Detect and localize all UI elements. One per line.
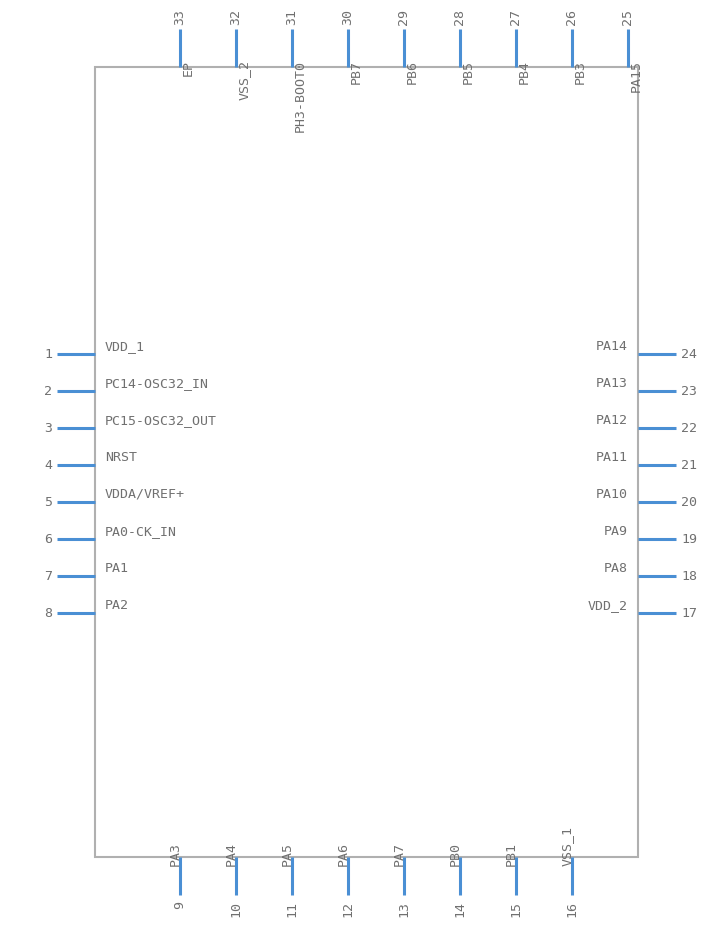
Text: 11: 11 [285, 900, 298, 916]
Text: 30: 30 [341, 9, 355, 25]
Text: PA2: PA2 [105, 598, 129, 611]
Text: 5: 5 [44, 496, 52, 509]
Text: 21: 21 [681, 459, 697, 472]
Text: PA8: PA8 [604, 562, 628, 575]
Text: VDD_2: VDD_2 [588, 598, 628, 611]
Text: 32: 32 [229, 9, 242, 25]
Text: 13: 13 [397, 900, 411, 916]
Text: 12: 12 [341, 900, 355, 916]
Text: PA14: PA14 [596, 339, 628, 352]
Text: VSS_1: VSS_1 [561, 825, 574, 865]
Text: PB5: PB5 [462, 60, 475, 84]
Text: 17: 17 [681, 607, 697, 620]
Text: 7: 7 [44, 570, 52, 583]
Text: 23: 23 [681, 385, 697, 398]
Text: PA12: PA12 [596, 413, 628, 426]
Text: 1: 1 [44, 349, 52, 362]
Text: 9: 9 [173, 900, 186, 908]
Text: 27: 27 [510, 9, 523, 25]
Text: PA1: PA1 [105, 562, 129, 575]
Text: PA5: PA5 [281, 841, 294, 865]
Text: 25: 25 [622, 9, 635, 25]
Text: PA9: PA9 [604, 525, 628, 538]
Text: PA10: PA10 [596, 488, 628, 501]
Text: VDD_1: VDD_1 [105, 339, 145, 352]
Text: 10: 10 [229, 900, 242, 916]
Text: PA6: PA6 [337, 841, 350, 865]
Text: PA11: PA11 [596, 451, 628, 464]
Text: PC15-OSC32_OUT: PC15-OSC32_OUT [105, 413, 217, 426]
Text: 20: 20 [681, 496, 697, 509]
Bar [95, 68, 638, 857]
Text: 18: 18 [681, 570, 697, 583]
Text: 16: 16 [566, 900, 579, 916]
Text: 22: 22 [681, 422, 697, 435]
Text: VSS_2: VSS_2 [238, 60, 251, 100]
Text: PA13: PA13 [596, 376, 628, 389]
Text: PA15: PA15 [630, 60, 643, 92]
Text: 28: 28 [454, 9, 467, 25]
Text: 8: 8 [44, 607, 52, 620]
Text: 4: 4 [44, 459, 52, 472]
Text: PB3: PB3 [574, 60, 587, 84]
Text: PB0: PB0 [449, 841, 462, 865]
Text: PC14-OSC32_IN: PC14-OSC32_IN [105, 376, 209, 389]
Text: PA0-CK_IN: PA0-CK_IN [105, 525, 177, 538]
Text: PB1: PB1 [505, 841, 518, 865]
Text: 19: 19 [681, 533, 697, 546]
Text: PB7: PB7 [350, 60, 363, 84]
Text: 24: 24 [681, 349, 697, 362]
Text: NRST: NRST [105, 451, 137, 464]
Text: 33: 33 [173, 9, 186, 25]
Text: PB4: PB4 [518, 60, 531, 84]
Text: PA7: PA7 [393, 841, 406, 865]
Text: 15: 15 [510, 900, 523, 916]
Text: 14: 14 [454, 900, 467, 916]
Text: PA4: PA4 [225, 841, 238, 865]
Text: VDDA/VREF+: VDDA/VREF+ [105, 488, 185, 501]
Text: 2: 2 [44, 385, 52, 398]
Text: 6: 6 [44, 533, 52, 546]
Text: 3: 3 [44, 422, 52, 435]
Text: 31: 31 [285, 9, 298, 25]
Text: PA3: PA3 [169, 841, 182, 865]
Text: PB6: PB6 [406, 60, 419, 84]
Text: EP: EP [182, 60, 195, 76]
Text: 26: 26 [566, 9, 579, 25]
Text: PH3-BOOT0: PH3-BOOT0 [294, 60, 307, 132]
Text: 29: 29 [397, 9, 411, 25]
